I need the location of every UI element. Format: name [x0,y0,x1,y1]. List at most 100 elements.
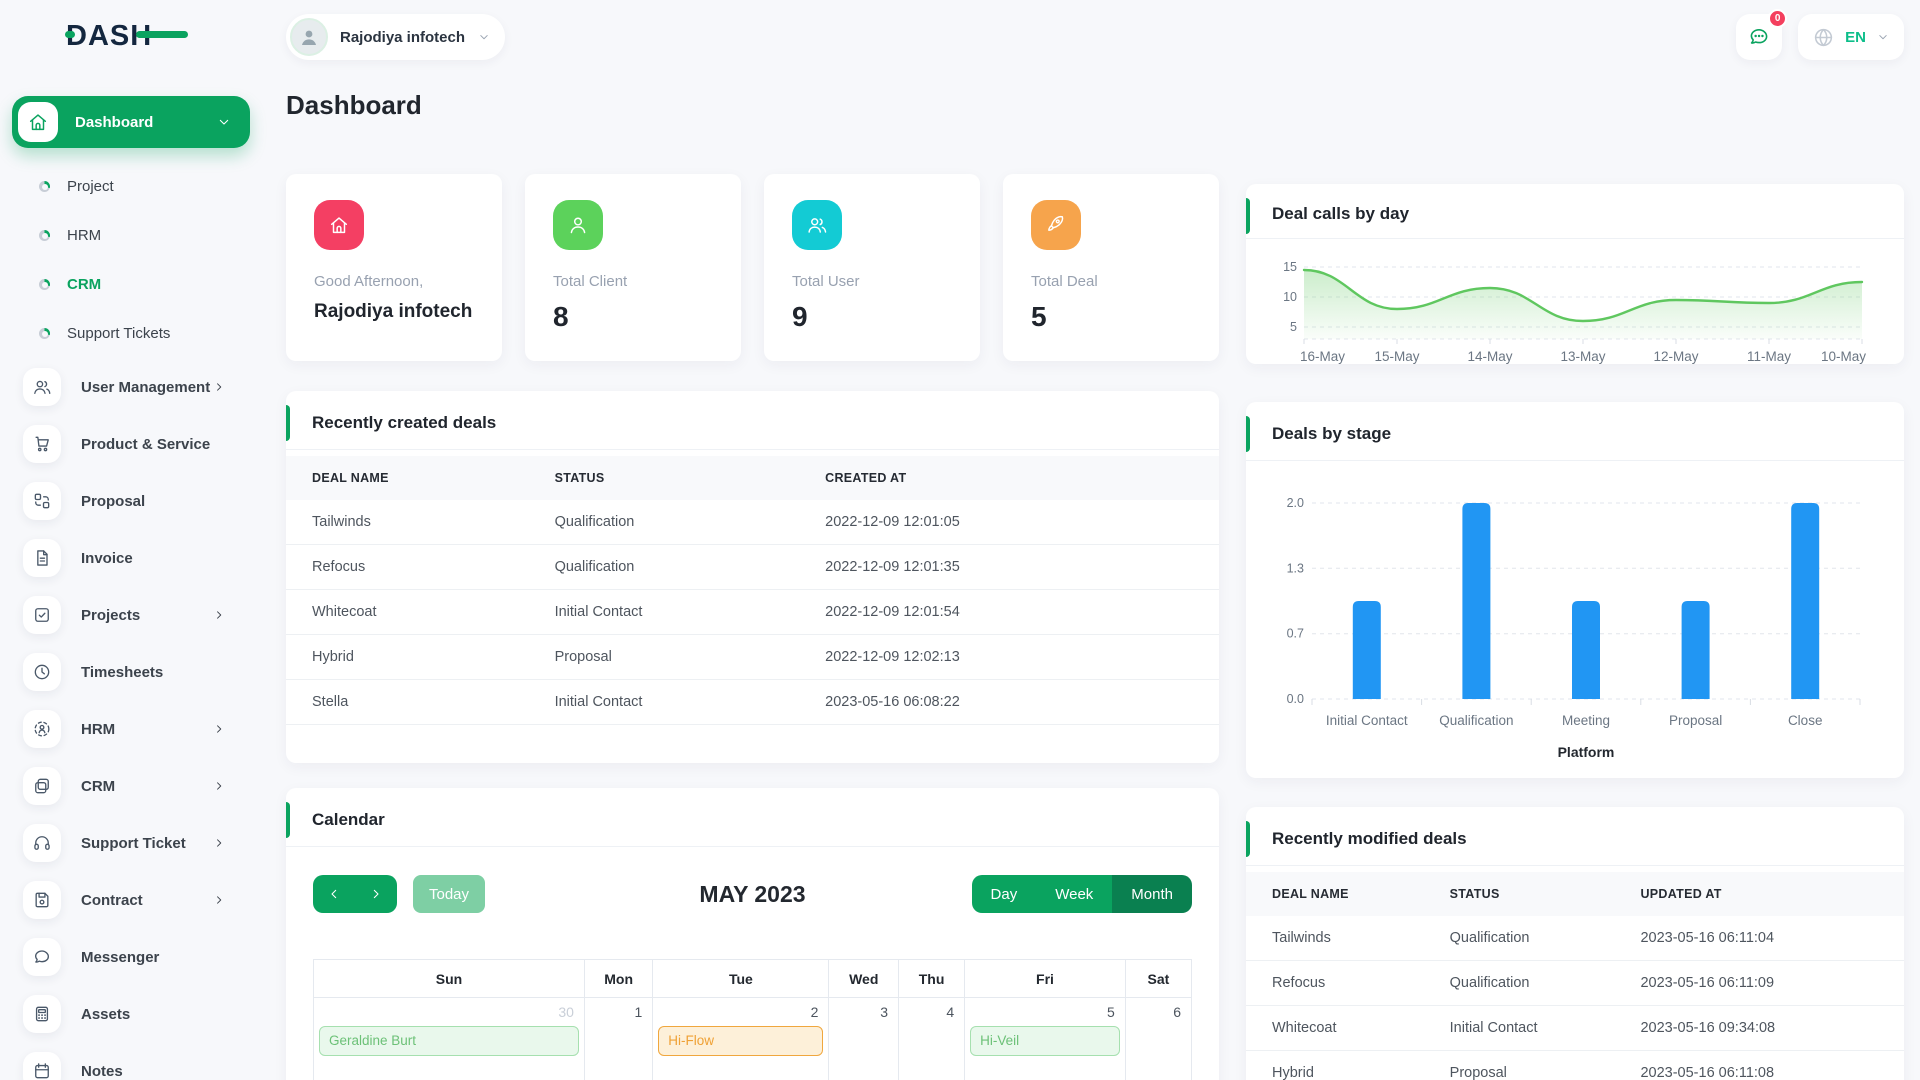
sidebar-item-label: Messenger [81,948,160,966]
sidebar-item-dashboard[interactable]: Dashboard [12,96,250,148]
language-selector[interactable]: EN [1798,14,1904,60]
recently-modified-deals-card: Recently modified deals DEAL NAME STATUS U… [1246,807,1904,1080]
svg-text:Platform: Platform [1558,744,1615,760]
calendar-event[interactable]: Hi-Veil [970,1026,1120,1056]
section-title: Deals by stage [1272,424,1392,443]
table-cell: Qualification [1423,916,1615,961]
calendar-day-cell[interactable]: 30 Geraldine Burt [313,997,585,1080]
calendar-date-number: 4 [946,1004,955,1020]
sidebar-item-label: Projects [81,606,141,624]
messages-button[interactable]: 0 [1736,9,1788,60]
sidebar-item-assets[interactable]: Assets [23,995,262,1033]
deal-calls-card: Deal calls by day 15 10 5 16-May 15-May 14-Ma… [1246,184,1904,364]
calendar-today-button[interactable]: Today [413,875,486,913]
calendar-nav [313,875,397,913]
table-cell: Initial Contact [528,589,800,635]
table-row: Whitecoat Initial Contact 2023-05-16 09:34… [1246,1005,1904,1051]
bar [1352,601,1381,699]
calendar-day-header: Thu [898,959,966,998]
sidebar-subitem-label: Support Tickets [67,325,171,342]
stat-value: 5 [1031,301,1047,332]
calendar-day-cell[interactable]: 4 [898,997,966,1080]
sidebar-item-messenger[interactable]: Messenger [23,938,262,976]
calendar-day-cell[interactable]: 2 Hi-Flow [652,997,830,1080]
sidebar-item-hrm[interactable]: HRM [23,710,262,748]
stat-card-good-afternoon: Good Afternoon, Rajodiya infotech [286,174,502,361]
sidebar-item-invoice[interactable]: Invoice [23,539,262,577]
stat-card-total-deal: Total Deal 5 [1003,174,1219,361]
table-row: Refocus Qualification 2023-05-16 06:11:09 [1246,960,1904,1006]
sidebar-item-projects[interactable]: Projects [23,596,262,634]
table-cell: Initial Contact [528,679,800,725]
sidebar-subitem-support-tickets[interactable]: Support Tickets [0,309,262,358]
notification-badge: 0 [1768,9,1788,28]
bar-chart-svg: 2.0 1.3 0.7 0.0 Initial Contact Qualification… [1287,496,1861,760]
calendar-day-cell[interactable]: 3 [828,997,900,1080]
company-selector[interactable]: Rajodiya infotech [286,14,506,60]
sidebar-item-label: Contract [81,891,143,909]
sidebar-item-product-service[interactable]: Product & Service [23,425,262,463]
bullet-icon [39,279,50,290]
table-row: Stella Initial Contact 2023-05-16 06:08:22 [286,679,1219,725]
calendar-day-cell[interactable]: 6 [1124,997,1193,1080]
sidebar-subitem-hrm[interactable]: HRM [0,211,262,260]
svg-text:11-May: 11-May [1747,349,1791,364]
calendar-view-week[interactable]: Week [1036,875,1113,913]
hrm-icon [23,710,61,748]
calendar-day-header: Fri [964,959,1126,998]
sidebar-item-notes[interactable]: Notes [23,1052,262,1080]
calendar-view-day[interactable]: Day [971,875,1037,913]
sidebar-item-label: Proposal [81,492,146,510]
sidebar-item-contract[interactable]: Contract [23,881,262,919]
calendar-prev-button[interactable] [313,875,355,913]
topbar: Rajodiya infotech 0 EN [262,0,1920,74]
calendar-view-month[interactable]: Month [1112,875,1192,913]
sidebar-item-timesheets[interactable]: Timesheets [23,653,262,691]
calendar-day-cell[interactable]: 1 [583,997,654,1080]
svg-text:13-May: 13-May [1560,349,1605,364]
sidebar-item-support-ticket[interactable]: Support Ticket [23,824,262,862]
svg-text:Proposal: Proposal [1669,713,1722,728]
svg-text:10: 10 [1283,290,1297,304]
sidebar-subitem-crm[interactable]: CRM [0,260,262,309]
sidebar-subitem-project[interactable]: Project [0,162,262,211]
column-header: CREATED AT [825,471,907,485]
sidebar-item-proposal[interactable]: Proposal [23,482,262,520]
dashboard-submenu: Project HRM CRM Support Tickets [0,162,262,358]
sidebar-item-user-management[interactable]: User Management [23,368,262,406]
bar [1681,601,1710,699]
user-icon [553,200,603,250]
svg-text:12-May: 12-May [1653,349,1698,364]
stat-label: Total User [792,273,860,290]
table-cell: Stella [286,679,529,725]
table-cell: 2023-05-16 06:11:08 [1614,1050,1904,1080]
chevron-right-icon [212,722,226,736]
sidebar-item-label: Product & Service [81,435,211,453]
table-cell: Proposal [1423,1050,1615,1080]
table-row: Tailwinds Qualification 2023-05-16 06:11:0… [1246,916,1904,961]
chat-icon [1750,29,1768,44]
section-accent-bar [1246,416,1250,452]
column-header: STATUS [554,471,605,485]
stat-value: 8 [553,301,569,332]
calendar-event[interactable]: Hi-Flow [658,1026,824,1056]
calendar-next-button[interactable] [355,875,397,913]
calendar-date-number: 6 [1173,1004,1181,1020]
clock-icon [23,653,61,691]
svg-text:1.3: 1.3 [1287,561,1304,575]
topbar-actions: 0 EN [1736,9,1904,60]
table-cell: Whitecoat [1246,1005,1424,1051]
chevron-right-icon [212,893,226,907]
table-cell: 2023-05-16 06:11:04 [1614,916,1904,961]
brand-logo: DASH [64,14,262,62]
section-accent-bar [286,802,290,838]
sidebar-item-crm[interactable]: CRM [23,767,262,805]
globe-icon [1812,26,1835,49]
table-row: Refocus Qualification 2022-12-09 12:01:35 [286,544,1219,590]
calendar-event[interactable]: Geraldine Burt [319,1026,579,1056]
calendar-day-cell[interactable]: 5 Hi-Veil [964,997,1126,1080]
column-header: DEAL NAME [312,471,389,485]
cart-icon [23,425,61,463]
home-icon [18,102,58,142]
users-icon [792,200,842,250]
